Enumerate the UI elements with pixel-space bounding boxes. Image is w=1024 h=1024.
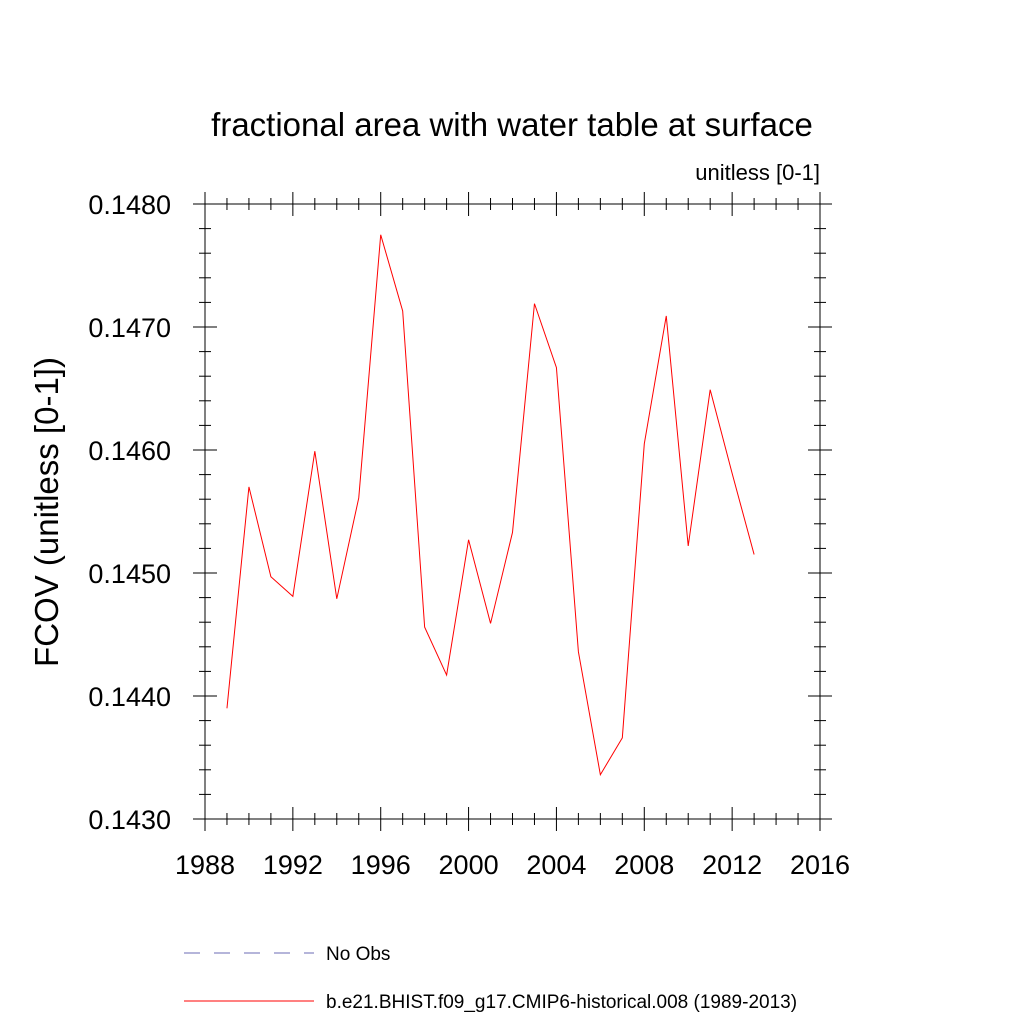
major-ticks [193, 192, 832, 831]
x-tick-label: 2008 [614, 850, 674, 880]
legend: No Obs b.e21.BHIST.f09_g17.CMIP6-historic… [184, 944, 797, 1013]
series-line [226, 234, 755, 777]
y-tick-label: 0.1460 [88, 436, 171, 466]
x-tick-label: 2004 [526, 850, 586, 880]
x-tick-label: 1992 [263, 850, 323, 880]
x-tick-label: 2000 [439, 850, 499, 880]
plot-frame [204, 203, 821, 820]
y-tick-label: 0.1450 [88, 559, 171, 589]
x-tick-label: 1988 [175, 850, 235, 880]
legend-label: b.e21.BHIST.f09_g17.CMIP6-historical.008… [326, 992, 797, 1013]
y-tick-label: 0.1470 [88, 313, 171, 343]
x-tick-label: 2012 [702, 850, 762, 880]
y-tick-label: 0.1480 [88, 190, 171, 220]
x-tick-label: 1996 [351, 850, 411, 880]
y-tick-labels: 0.1430 0.1440 0.1450 0.1460 0.1470 0.1480 [88, 190, 171, 835]
chart-subtitle: unitless [0-1] [695, 160, 820, 185]
y-axis-label: FCOV (unitless [0-1]) [28, 357, 65, 667]
plot-area [193, 192, 832, 831]
y-tick-label: 0.1430 [88, 805, 171, 835]
minor-ticks [199, 198, 826, 825]
y-tick-label: 0.1440 [88, 682, 171, 712]
x-tick-labels: 1988 1992 1996 2000 2004 2008 2012 2016 [175, 850, 850, 880]
legend-label: No Obs [326, 944, 390, 965]
chart-title: fractional area with water table at surf… [211, 106, 813, 143]
x-tick-label: 2016 [790, 850, 850, 880]
series-layer [226, 234, 755, 777]
